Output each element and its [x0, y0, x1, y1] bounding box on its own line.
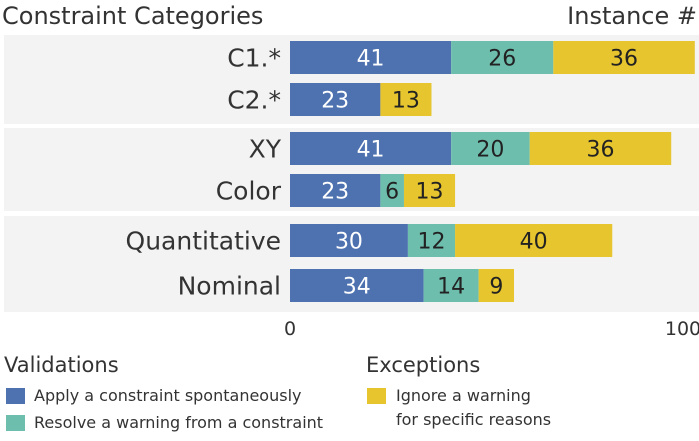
bar-segment — [451, 41, 554, 74]
bar-segment — [403, 174, 456, 207]
category-label: C2.* — [227, 86, 281, 115]
bar-value-label: 41 — [357, 138, 385, 163]
bar-value-label: 13 — [392, 89, 420, 114]
ignore-warning-legend-label-line1: Ignore a warning — [396, 386, 531, 405]
x-tick-label: 100 — [665, 318, 699, 340]
bar-segment — [380, 174, 404, 207]
validations-legend-title: Validations — [4, 353, 119, 377]
bar-segment — [290, 83, 381, 116]
bar-value-label: 9 — [489, 275, 503, 300]
bar-value-label: 6 — [385, 180, 399, 205]
ignore-warning-legend-label-line2: for specific reasons — [396, 410, 552, 429]
bar-segment — [529, 132, 672, 165]
category-label: C1.* — [227, 44, 281, 73]
x-tick-label: 0 — [284, 318, 296, 340]
bar-value-label: 23 — [321, 180, 349, 205]
bar-value-label: 40 — [520, 230, 548, 255]
bar-value-label: 14 — [437, 275, 465, 300]
bar-segment — [455, 224, 613, 257]
apply-constraint-legend-label: Apply a constraint spontaneously — [34, 386, 302, 405]
bar-segment — [290, 269, 424, 302]
bar-value-label: 26 — [488, 47, 516, 72]
apply-constraint-swatch — [6, 388, 25, 404]
bar-value-label: 23 — [321, 89, 349, 114]
bar-segment — [290, 174, 381, 207]
resolve-warning-swatch — [6, 415, 25, 431]
bars-layer: 41 26 36 23 13 41 20 36 23 6 13 30 12 40 34 14 9 — [290, 41, 695, 302]
bar-segment — [451, 132, 530, 165]
resolve-warning-legend-label: Resolve a warning from a constraint — [34, 413, 324, 432]
bar-value-label: 13 — [416, 180, 444, 205]
instance-count-header: Instance # — [567, 2, 697, 30]
bar-segment — [478, 269, 515, 302]
bar-segment — [290, 224, 408, 257]
bar-segment — [553, 41, 695, 74]
bar-value-label: 34 — [343, 275, 371, 300]
bar-segment — [290, 132, 452, 165]
category-label: Color — [216, 177, 282, 206]
bar-segment — [407, 224, 456, 257]
bar-value-label: 12 — [417, 230, 445, 255]
bar-value-label: 20 — [476, 138, 504, 163]
ignore-warning-swatch — [367, 388, 386, 404]
bar-value-label: 36 — [586, 138, 614, 163]
bar-segment — [423, 269, 479, 302]
category-labels: C1.* C2.* XY Color Quantitative Nominal — [126, 44, 282, 301]
categories-header: Constraint Categories — [2, 2, 263, 30]
bar-value-label: 36 — [610, 47, 638, 72]
bar-segment — [380, 83, 432, 116]
category-label: Nominal — [178, 272, 281, 301]
bar-value-label: 30 — [335, 230, 363, 255]
bar-segment — [290, 41, 452, 74]
x-axis-ticks: 0 100 — [284, 318, 699, 340]
category-label: Quantitative — [126, 227, 281, 256]
exceptions-legend-title: Exceptions — [366, 353, 481, 377]
category-label: XY — [249, 135, 282, 164]
bar-value-label: 41 — [357, 47, 385, 72]
